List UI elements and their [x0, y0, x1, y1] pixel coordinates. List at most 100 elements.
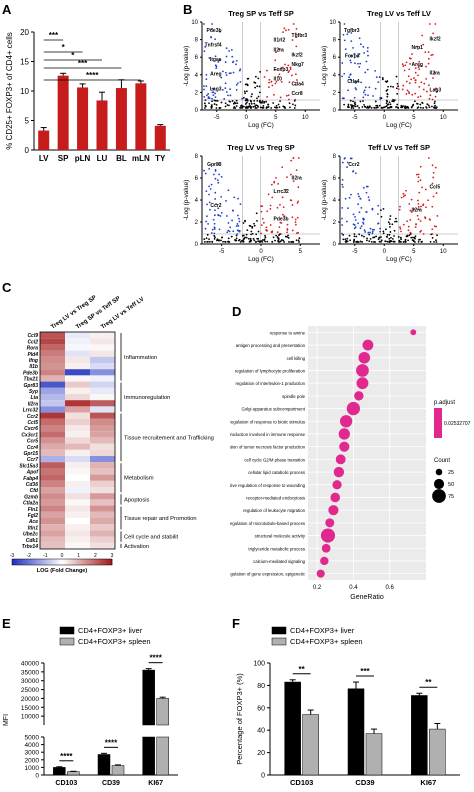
data-point	[427, 51, 430, 53]
data-point	[236, 102, 239, 105]
data-point	[350, 61, 352, 64]
heatmap-cell	[90, 487, 115, 494]
data-point	[263, 76, 266, 78]
data-point	[227, 189, 230, 192]
term-label: cytokine production involved in immune r…	[230, 432, 306, 437]
data-point	[406, 234, 409, 237]
data-point	[364, 231, 367, 233]
scale-tick-label: 3	[111, 553, 114, 559]
data-point	[379, 96, 382, 99]
data-point	[265, 226, 268, 229]
scale-segment	[23, 559, 26, 565]
y-tick-label: 0	[195, 108, 199, 114]
data-point	[283, 215, 286, 218]
x-tick-label: CD39	[102, 780, 120, 787]
data-point	[275, 104, 278, 107]
y-tick-label: 15000	[21, 705, 39, 712]
y-tick-label: 0	[333, 242, 337, 248]
data-point	[384, 80, 387, 83]
data-point	[414, 92, 417, 95]
scale-segment	[100, 559, 103, 565]
data-point	[204, 227, 207, 230]
data-point	[352, 100, 354, 103]
data-point	[343, 72, 346, 75]
heatmap-cell	[40, 332, 65, 339]
scale-label: LOG (Fold Change)	[37, 568, 88, 574]
data-point	[418, 65, 420, 68]
data-point	[419, 230, 422, 233]
gene-label: Ikzf2	[292, 52, 303, 58]
data-point	[209, 188, 212, 190]
data-point	[213, 237, 216, 240]
data-point	[346, 207, 349, 210]
data-point	[428, 97, 431, 100]
data-point	[344, 197, 347, 200]
data-point	[207, 93, 210, 95]
data-point	[259, 106, 262, 109]
data-point	[279, 100, 281, 103]
data-point	[261, 217, 264, 220]
data-point	[289, 66, 292, 69]
legend-label: CD4+FOXP3+ liver	[290, 626, 355, 635]
data-point	[427, 157, 430, 159]
data-point	[397, 85, 400, 88]
heatmap-cell	[65, 542, 90, 549]
y-tick-label: 25000	[21, 687, 39, 694]
gene-label: Ccr2	[210, 203, 221, 209]
data-point	[294, 104, 297, 107]
data-point	[371, 232, 374, 235]
data-point	[236, 233, 239, 235]
y-tick-label: 6	[195, 55, 199, 61]
data-point	[225, 215, 228, 217]
data-point	[278, 226, 281, 229]
data-point	[411, 93, 414, 96]
scale-segment	[42, 559, 44, 565]
group-label: Immunoregulation	[124, 395, 170, 401]
data-point	[294, 223, 297, 226]
data-point	[229, 72, 232, 75]
data-point	[244, 103, 247, 105]
data-point	[260, 224, 263, 227]
data-point	[232, 102, 235, 105]
y-tick-label: 8	[195, 38, 199, 44]
data-point	[205, 220, 208, 223]
bar	[97, 754, 111, 776]
scale-segment	[88, 559, 91, 565]
data-point	[285, 188, 287, 191]
gene-label: Tbx21	[24, 377, 39, 383]
data-point	[408, 57, 411, 60]
data-point	[405, 61, 408, 64]
y-tick-label: 4	[333, 73, 337, 79]
data-point	[363, 186, 365, 189]
data-point	[272, 102, 275, 104]
data-point	[225, 71, 227, 74]
data-point	[402, 65, 405, 67]
data-point	[414, 79, 417, 82]
data-point	[350, 157, 353, 160]
x-tick-label: LV	[39, 154, 49, 163]
data-point	[403, 69, 406, 72]
gene-label: Ctla4	[347, 79, 359, 85]
data-point	[410, 78, 413, 81]
data-point	[384, 240, 387, 243]
data-point	[224, 240, 226, 243]
term-label: regulation of response to biotic stimulu…	[230, 419, 305, 424]
data-point	[409, 233, 412, 236]
data-point	[222, 240, 224, 243]
data-point	[370, 240, 373, 243]
heatmap-cell	[65, 363, 90, 370]
data-point	[389, 105, 392, 108]
scale-segment	[82, 559, 84, 565]
data-point	[245, 98, 247, 100]
data-point	[203, 23, 205, 25]
gene-label: Ccl2	[27, 339, 38, 345]
data-point	[203, 95, 206, 98]
data-point	[367, 231, 370, 234]
data-point	[235, 237, 238, 240]
data-point	[388, 237, 391, 240]
data-point	[385, 90, 388, 92]
data-point	[254, 75, 257, 78]
y-tick-label: 15	[20, 58, 29, 67]
data-point	[367, 54, 369, 57]
data-point	[227, 222, 230, 224]
